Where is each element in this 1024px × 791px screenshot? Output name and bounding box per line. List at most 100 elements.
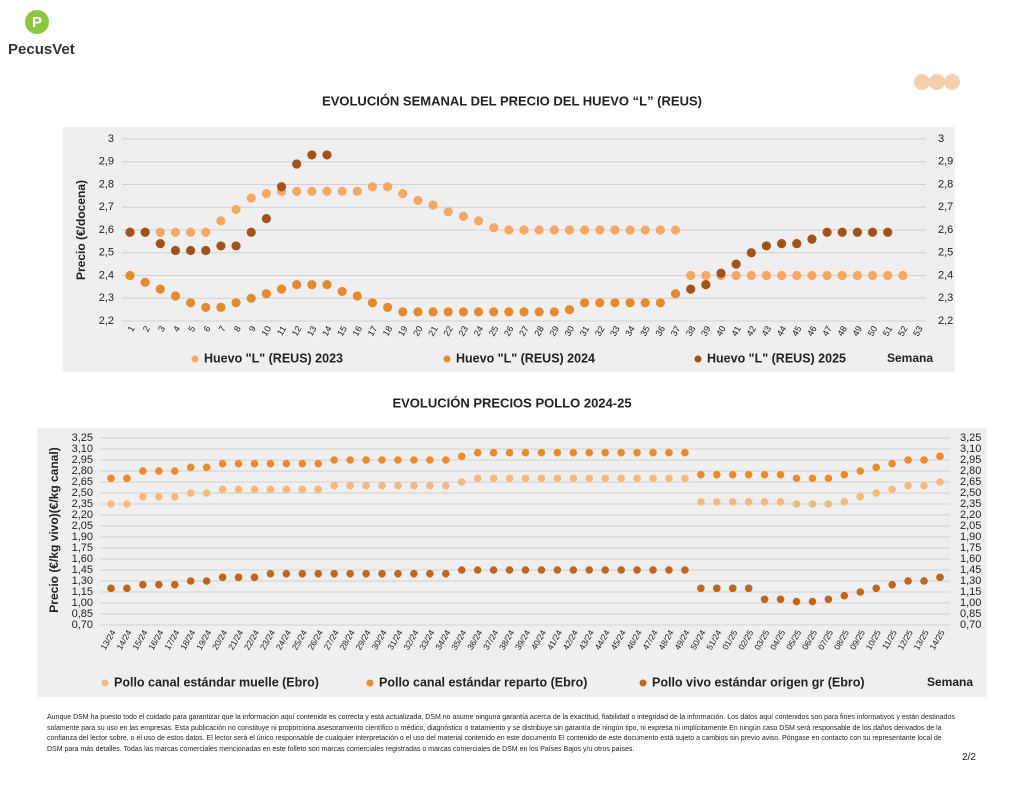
legend-label: Pollo vivo estándar origen gr (Ebro) [652, 675, 865, 689]
data-point [760, 470, 769, 479]
data-point [155, 492, 163, 501]
data-point [504, 225, 514, 235]
data-point [307, 280, 317, 290]
data-point [216, 241, 226, 251]
data-point [824, 474, 833, 483]
data-point [585, 474, 594, 483]
data-point [505, 566, 514, 574]
data-point [595, 298, 605, 308]
y-tick-label: 2,9 [99, 156, 114, 168]
data-point [292, 186, 302, 196]
data-point [504, 307, 514, 317]
data-point [202, 577, 211, 585]
chart-panel [37, 428, 987, 697]
data-point [186, 227, 196, 237]
data-point [808, 500, 817, 508]
x-tick-label: 9 [247, 324, 258, 333]
data-point [139, 467, 147, 475]
legend-marker [639, 679, 647, 687]
data-point [441, 569, 450, 578]
data-point [410, 569, 418, 578]
data-point [139, 492, 147, 501]
data-point [246, 193, 256, 203]
data-point [537, 474, 546, 483]
data-point [170, 291, 181, 301]
data-point [713, 584, 721, 593]
data-point [394, 481, 402, 490]
y-tick-label: 2,95 [72, 454, 93, 466]
y2-tick-label: 1,45 [960, 564, 981, 576]
data-point [398, 189, 408, 199]
x-tick-label: 1 [126, 324, 137, 333]
data-point [580, 225, 590, 235]
y-tick-label: 2,05 [72, 520, 93, 532]
data-point [282, 569, 291, 578]
data-point [649, 448, 657, 457]
data-point [307, 150, 317, 160]
data-point [314, 459, 323, 468]
x-tick-label: 19 [396, 324, 410, 338]
data-point [413, 307, 423, 317]
data-point [282, 485, 291, 494]
x-tick-label: 36 [654, 324, 668, 338]
data-point [378, 569, 386, 578]
chart-panel [63, 127, 955, 372]
x-tick-label: 26 [502, 324, 516, 338]
data-point [640, 298, 650, 308]
x-tick-label: 51 [881, 324, 895, 338]
data-point [155, 580, 163, 589]
data-point [534, 225, 544, 235]
data-point [744, 470, 753, 479]
data-point [155, 227, 165, 237]
data-point [489, 307, 499, 317]
y2-tick-label: 2,6 [938, 224, 953, 236]
y2-tick-label: 2,7 [938, 201, 953, 213]
data-point [246, 227, 256, 237]
x-tick-label: 21 [426, 324, 440, 338]
x-tick-label: 12 [290, 324, 304, 338]
data-point [505, 474, 514, 483]
y2-tick-label: 1,15 [960, 586, 981, 598]
data-point [601, 566, 610, 574]
legend-marker [694, 355, 702, 363]
data-point [537, 448, 546, 457]
data-point [904, 456, 912, 464]
x-tick-label: 17 [366, 324, 380, 338]
data-point [601, 474, 610, 483]
data-point [298, 569, 307, 578]
data-point [123, 500, 131, 508]
data-point [441, 456, 450, 464]
decor [944, 74, 960, 90]
data-point [649, 566, 657, 574]
data-point [216, 302, 226, 312]
data-point [457, 478, 466, 486]
data-point [777, 270, 787, 281]
brand: PecusVet [8, 41, 75, 58]
x-tick-label: 30 [563, 324, 577, 338]
chart-title: EVOLUCIÓN PRECIOS POLLO 2024-25 [392, 395, 631, 410]
x-tick-label: 43 [760, 324, 774, 338]
y-axis-label: Precio (€/docena) [74, 180, 88, 280]
data-point [610, 225, 620, 235]
y2-tick-label: 2,80 [960, 465, 981, 477]
y2-tick-label: 3,25 [960, 432, 981, 444]
y-tick-label: 1,75 [72, 542, 93, 554]
y-tick-label: 2,7 [99, 201, 114, 213]
data-point [731, 270, 741, 281]
y2-tick-label: 3,10 [960, 443, 981, 455]
data-point [883, 227, 893, 237]
y2-tick-label: 1,60 [960, 553, 981, 565]
data-point [617, 448, 625, 457]
y-tick-label: 0,70 [72, 619, 93, 631]
data-point [170, 580, 179, 589]
data-point [553, 566, 562, 574]
data-point [840, 591, 849, 600]
data-point [367, 182, 378, 192]
data-point [649, 474, 657, 483]
data-point [521, 566, 530, 574]
data-point [231, 298, 241, 308]
data-point [697, 470, 705, 479]
data-point [580, 298, 590, 308]
data-point [840, 498, 849, 506]
data-point [633, 474, 641, 483]
